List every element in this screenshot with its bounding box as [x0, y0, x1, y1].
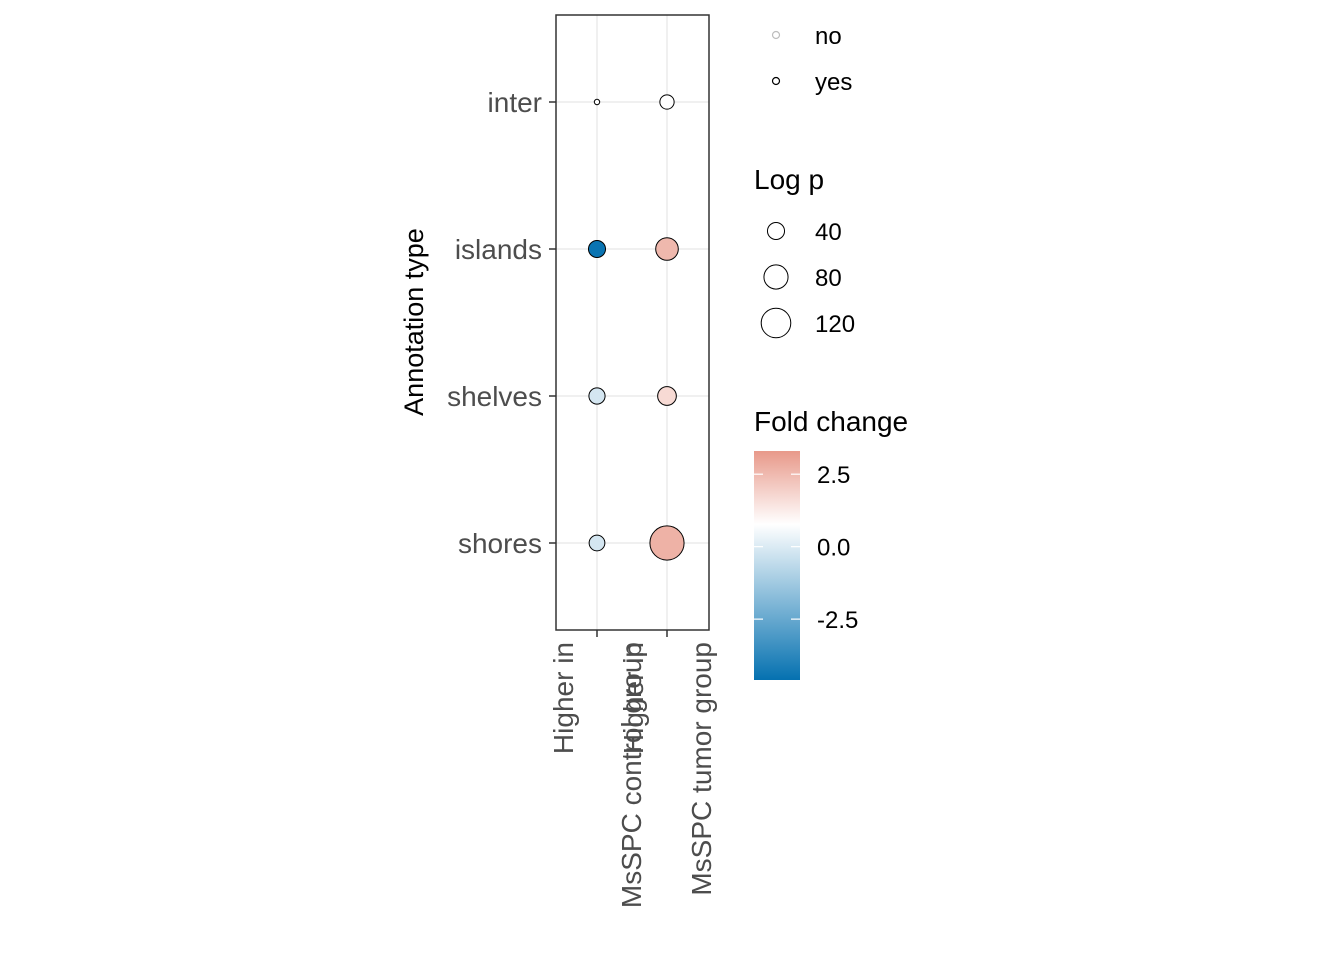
data-points — [587, 94, 685, 561]
point-islands-1 — [655, 237, 679, 261]
colorbar — [754, 451, 800, 680]
point-shelves-1 — [657, 386, 677, 406]
legend-fold-change: Fold change 2.5 0.0 -2.5 — [754, 406, 908, 680]
point-inter-1 — [659, 94, 675, 110]
y-tick-label-inter: inter — [488, 87, 542, 118]
colorbar-label-2: -2.5 — [817, 607, 858, 634]
legend-sig-label-yes: yes — [815, 69, 852, 96]
legend-size-key-80 — [763, 264, 789, 290]
y-tick-label-shores: shores — [458, 528, 542, 559]
y-axis-label: Annotation type — [399, 228, 429, 416]
plot-panel-border — [555, 14, 710, 631]
legend-sig-label-no: no — [815, 23, 842, 50]
legend-log-p-title: Log p — [754, 164, 824, 195]
legend-log-p: Log p 40 80 120 — [754, 164, 855, 339]
legend-size-label-120: 120 — [815, 311, 855, 338]
legend-size-label-40: 40 — [815, 219, 842, 246]
colorbar-label-1: 0.0 — [817, 535, 850, 562]
legend-sig-key-no — [771, 30, 781, 40]
axes: inter islands shelves shores Higher in MsSPC … — [447, 87, 717, 908]
x-tick-label-1: Higher in MsSPC tumor group — [618, 642, 717, 896]
point-shelves-0 — [588, 387, 606, 405]
legend-significance: no yes — [771, 23, 852, 96]
y-tick-label-shelves: shelves — [447, 381, 542, 412]
legend-size-key-120 — [760, 307, 792, 339]
legend-size-label-80: 80 — [815, 265, 842, 292]
legend-fold-change-title: Fold change — [754, 406, 908, 437]
x-tick-label-0: Higher in MsSPC control group — [548, 642, 647, 908]
colorbar-label-0: 2.5 — [817, 462, 850, 489]
y-tick-label-islands: islands — [455, 234, 542, 265]
point-inter-0 — [593, 98, 601, 106]
legend-sig-key-yes — [771, 76, 781, 86]
point-shores-0 — [588, 534, 606, 552]
legend-size-key-40 — [766, 221, 786, 241]
grid-lines — [556, 15, 709, 630]
point-islands-0 — [587, 239, 607, 259]
point-shores-1 — [649, 525, 685, 561]
